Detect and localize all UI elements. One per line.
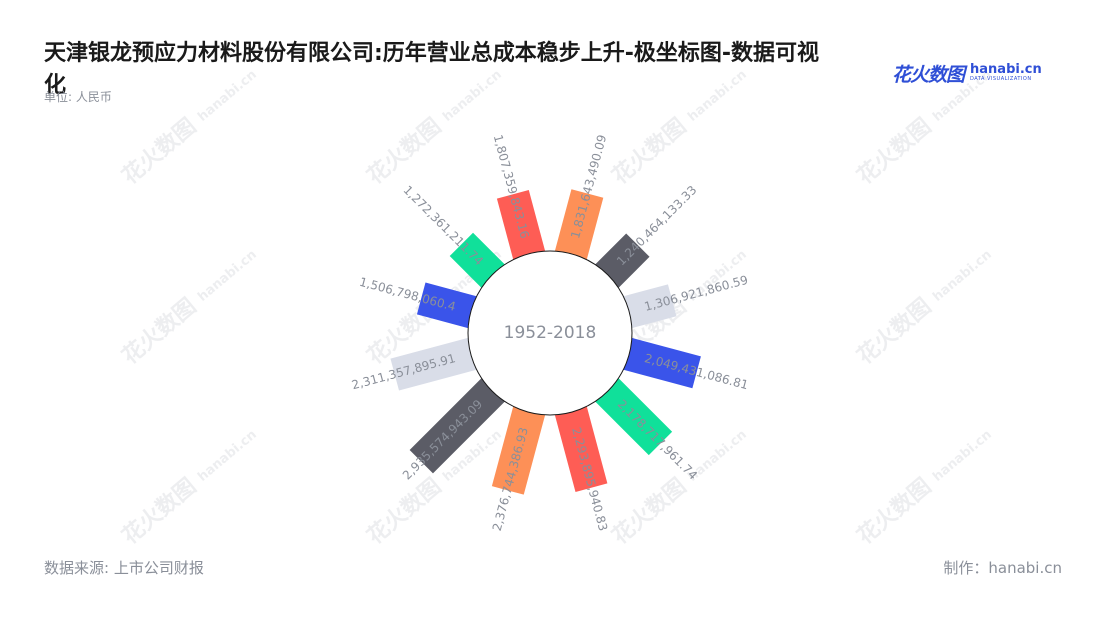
- logo-en-block: hanabi.cn DATA VISUALIZATION: [970, 63, 1042, 83]
- data-label-2: 1,240,464,133.33: [614, 183, 699, 268]
- svg-text:hanabi.cn: hanabi.cn: [930, 427, 995, 485]
- svg-text:hanabi.cn: hanabi.cn: [195, 247, 260, 305]
- made-by: 制作：hanabi.cn: [943, 559, 1062, 577]
- data-label-11: 1,272,361,211.74: [401, 183, 486, 268]
- data-source: 数据来源: 上市公司财报: [44, 559, 204, 577]
- svg-text:花火数图: 花火数图: [607, 473, 691, 549]
- svg-text:hanabi.cn: hanabi.cn: [930, 247, 995, 305]
- bar-6: [551, 394, 608, 492]
- bar-8: [409, 369, 514, 474]
- svg-text:花火数图: 花火数图: [607, 113, 691, 189]
- logo-en-text: hanabi.cn: [970, 62, 1042, 77]
- page-title: 天津银龙预应力材料股份有限公司:历年营业总成本稳步上升-极坐标图-数据可视化: [44, 41, 820, 98]
- data-label-8: 2,935,574,943.09: [400, 397, 485, 482]
- svg-text:花火数图: 花火数图: [117, 293, 201, 369]
- brand-logo: 花火数图 hanabi.cn DATA VISUALIZATION: [892, 60, 1042, 86]
- svg-text:花火数图: 花火数图: [852, 473, 936, 549]
- center-label: 1952-2018: [504, 323, 597, 343]
- svg-text:花火数图: 花火数图: [362, 113, 446, 189]
- svg-text:花火数图: 花火数图: [852, 113, 936, 189]
- svg-text:花火数图: 花火数图: [362, 473, 446, 549]
- svg-text:花火数图: 花火数图: [117, 113, 201, 189]
- unit-label: 单位: 人民币: [44, 90, 112, 104]
- bar-0: [496, 190, 549, 272]
- svg-text:hanabi.cn: hanabi.cn: [195, 427, 260, 485]
- logo-cn-text: 花火数图: [892, 63, 965, 86]
- svg-text:花火数图: 花火数图: [852, 293, 936, 369]
- logo-en-subtext: DATA VISUALIZATION: [970, 76, 1032, 82]
- bar-7: [491, 394, 549, 495]
- bar-4: [611, 334, 701, 389]
- bar-1: [551, 189, 604, 272]
- inner-circle: [467, 250, 633, 416]
- svg-text:花火数图: 花火数图: [117, 473, 201, 549]
- data-label-5: 2,178,717,961.74: [615, 397, 700, 482]
- bar-9: [390, 334, 489, 391]
